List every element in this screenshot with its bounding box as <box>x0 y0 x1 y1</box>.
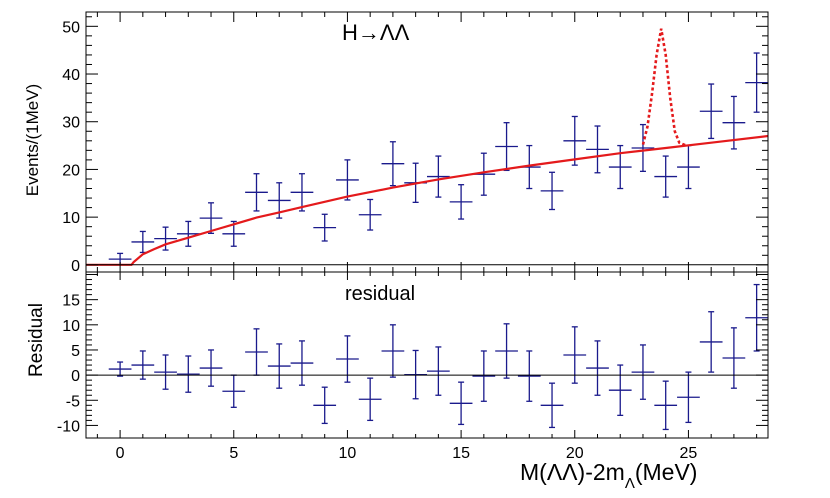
top-y-tick-label: 50 <box>62 19 80 36</box>
top-data-point <box>495 122 518 172</box>
bottom-data-point <box>336 335 359 383</box>
x-axis-title-main: M(ΛΛ)-2m <box>520 459 625 485</box>
background-fit-line <box>86 134 769 266</box>
bottom-data-point <box>449 381 473 426</box>
bottom-data-point <box>381 324 405 378</box>
top-data-point <box>631 123 655 172</box>
top-data-point <box>427 155 450 198</box>
top-data-point <box>290 173 314 212</box>
x-axis-title-unit: (MeV) <box>635 459 698 485</box>
bottom-data-point <box>358 377 382 422</box>
top-data-point <box>563 115 587 166</box>
bottom-x-tick-label: 25 <box>680 445 698 462</box>
bottom-data-point <box>495 323 518 379</box>
top-tick-labels: 0 10 20 30 40 50 <box>62 19 80 275</box>
x-axis-title: M(ΛΛ)-2mΛ(MeV) <box>520 459 697 492</box>
top-data-point <box>586 125 609 174</box>
bottom-plot-marks <box>86 283 768 431</box>
top-data-point <box>449 184 473 220</box>
top-y-axis-title: Events/(1MeV) <box>23 84 42 196</box>
bottom-data-point <box>586 340 609 396</box>
top-y-tick-label: 20 <box>62 162 80 179</box>
bottom-data-point <box>654 380 678 431</box>
bottom-data-point <box>677 371 700 424</box>
bottom-data-point <box>427 346 450 396</box>
bottom-y-tick-label: 0 <box>71 368 80 385</box>
bottom-data-point <box>722 327 746 389</box>
bottom-data-point <box>699 311 723 373</box>
top-y-tick-label: 10 <box>62 210 80 227</box>
bottom-y-tick-label: 15 <box>62 293 80 310</box>
top-data-point <box>154 226 177 251</box>
bottom-data-point <box>745 283 768 352</box>
top-data-point <box>540 171 564 211</box>
top-data-point <box>654 155 678 198</box>
x-axis-title-subscript: Λ <box>625 475 635 492</box>
bottom-y-tick-label: 5 <box>71 343 80 360</box>
top-y-tick-label: 40 <box>62 67 80 84</box>
bottom-x-tick-label: 5 <box>229 445 238 462</box>
top-data-point <box>313 213 337 242</box>
bottom-data-point <box>199 349 223 387</box>
bottom-tick-labels: -10 -5 0 5 10 15 0 5 10 15 20 25 <box>57 293 698 462</box>
bottom-data-point <box>517 350 541 402</box>
top-data-point <box>381 141 405 187</box>
top-data-point <box>176 220 200 247</box>
bottom-y-tick-label: -5 <box>66 393 80 410</box>
bottom-y-axis-title: Residual <box>26 303 47 377</box>
bottom-panel-title: residual <box>345 283 415 305</box>
bottom-data-point <box>108 361 132 377</box>
bottom-y-tick-label: 10 <box>62 318 80 335</box>
top-data-point <box>245 173 268 212</box>
top-plot-marks <box>86 28 769 266</box>
top-data-point <box>336 159 359 201</box>
bottom-x-tick-label: 15 <box>452 445 470 462</box>
bottom-data-point <box>176 355 200 393</box>
bottom-data-point <box>131 350 155 380</box>
bottom-data-point <box>472 350 496 402</box>
top-data-point <box>699 83 723 140</box>
bottom-data-point <box>608 364 632 417</box>
bottom-y-tick-label: -10 <box>57 418 80 435</box>
bottom-x-tick-label: 20 <box>566 445 584 462</box>
bottom-x-tick-label: 0 <box>116 445 125 462</box>
top-data-point <box>745 52 768 113</box>
bottom-data-point <box>313 386 337 425</box>
bottom-data-point <box>290 340 314 386</box>
bottom-data-point <box>267 343 291 389</box>
top-data-point <box>222 220 246 247</box>
top-data-point <box>199 202 223 235</box>
top-panel-title: H→ΛΛ <box>342 20 410 45</box>
bottom-data-point <box>563 326 587 384</box>
bottom-data-point <box>540 382 564 429</box>
bottom-x-tick-label: 10 <box>339 445 357 462</box>
bottom-data-point <box>631 344 655 400</box>
top-y-tick-label: 0 <box>71 258 80 275</box>
top-data-point <box>358 198 382 231</box>
bottom-axis-ticks <box>86 272 768 438</box>
signal-peak-line <box>641 28 687 147</box>
bottom-data-point <box>154 354 177 390</box>
top-axis-ticks <box>86 12 768 272</box>
top-y-tick-label: 30 <box>62 115 80 132</box>
top-panel: 0 10 20 30 40 50 H→ΛΛ Events/(1MeV) <box>23 11 769 275</box>
